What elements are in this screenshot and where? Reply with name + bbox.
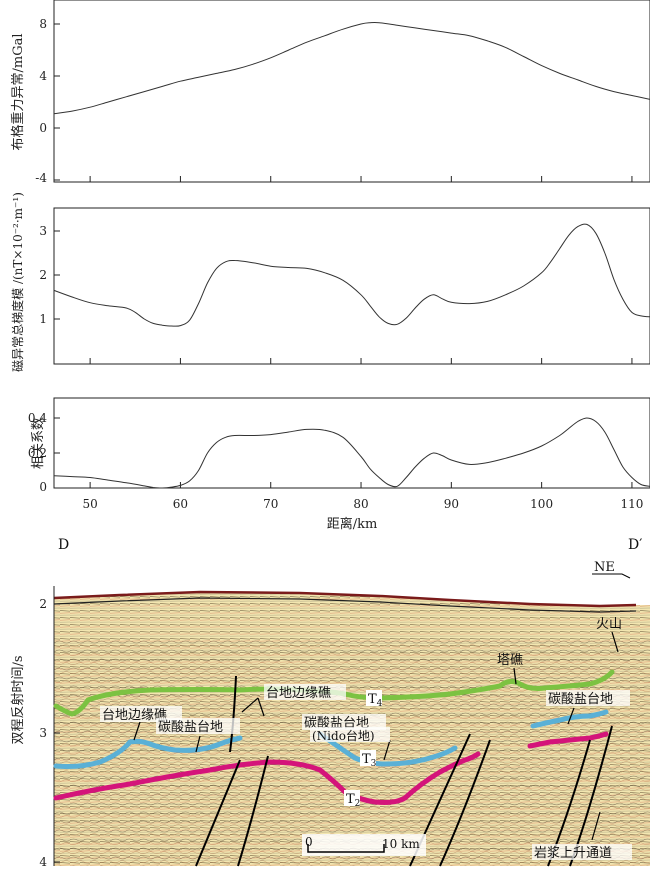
carbonate-mid-bg (302, 714, 386, 730)
gravity-y-ticks: 8 4 0 -4 (35, 17, 60, 185)
carbonate-left-bg (156, 718, 240, 734)
fault-2 (237, 755, 269, 867)
label-t3: T3 (362, 752, 377, 769)
label-t3-main: T (362, 752, 371, 767)
gravity-ytick-label-neg4: -4 (35, 171, 47, 185)
arrow-magma (591, 811, 601, 841)
horizon-t4-magenta-right (527, 731, 609, 749)
scale-bar-end: 10 km (382, 837, 420, 851)
x-tick-label-60: 60 (173, 497, 188, 511)
magnetic-y-ticks: 3 2 1 (39, 224, 60, 326)
ne-indicator-bg (586, 556, 634, 576)
correlation-ytick-label-04: 0.4 (28, 411, 47, 425)
carbonate-right-bg (546, 690, 630, 706)
seismic-seafloor (54, 590, 637, 608)
arrow-reef-mid-1 (241, 697, 259, 713)
magnetic-x-ticks (89, 358, 633, 364)
seismic-ytick-label-2: 2 (39, 597, 47, 611)
fault-7 (229, 675, 237, 753)
magnetic-ytick-label-3: 3 (39, 224, 47, 238)
arrow-nido (383, 739, 391, 761)
label-nido: (Nido台地) (312, 728, 375, 743)
label-t4: T4 (368, 692, 383, 709)
gravity-x-ticks (89, 176, 633, 182)
correlation-ytick-label-02: 0.2 (28, 446, 47, 460)
magnetic-ytick-label-2: 2 (39, 268, 47, 282)
ne-arrow-icon (592, 573, 631, 579)
correlation-frame (53, 397, 650, 489)
arrow-tower-reef (513, 667, 517, 685)
scale-bar-bg (302, 834, 426, 856)
horizon-t3-blue-left (53, 735, 243, 769)
correlation-panel: 0.4 0.2 0 相关系数 (28, 397, 650, 494)
seismic-section: D D′ 2 3 4 双程反射时间/s (10, 537, 650, 869)
scale-bar (307, 844, 385, 853)
gravity-series-line (53, 21, 650, 115)
correlation-y-ticks: 0.4 0.2 0 (28, 411, 60, 494)
gravity-ytick-label-4: 4 (39, 69, 47, 83)
magnetic-series-line (53, 223, 650, 327)
seismic-label-D-prime: D′ (628, 537, 642, 553)
x-tick-label-80: 80 (353, 497, 368, 511)
seismic-ytick-label-4: 4 (39, 855, 47, 869)
gravity-ytick-label-8: 8 (39, 17, 47, 31)
label-carbonate-right: 碳酸盐台地 (548, 692, 613, 707)
gravity-panel: 8 4 0 -4 布格重力异常/mGal (10, 0, 650, 185)
correlation-y-axis-title: 相关系数 (31, 417, 46, 469)
gravity-frame (53, 0, 650, 183)
arrow-carbonate-right (567, 707, 575, 725)
arrow-reef-mid-2 (257, 697, 265, 717)
label-reef-mid: 台地边缘礁 (266, 685, 331, 701)
arrow-carbonate-left (195, 735, 201, 753)
label-carbonate-left: 碳酸盐台地 (158, 720, 223, 735)
arrow-reef-left (133, 721, 141, 741)
x-tick-label-110: 110 (620, 497, 643, 511)
label-tower-reef: 塔礁 (497, 652, 523, 668)
seismic-seafloor-2 (54, 597, 637, 613)
label-t2: T2 (346, 792, 360, 809)
x-tick-labels: 50 60 70 80 90 100 110 (82, 497, 643, 511)
t2-label-bg (344, 790, 360, 806)
label-reef-left: 台地边缘礁 (102, 707, 167, 723)
label-t4-sub: 4 (377, 699, 383, 709)
x-tick-label-70: 70 (263, 497, 278, 511)
x-axis-title: 距离/km (327, 516, 378, 532)
correlation-ytick-label-0: 0 (39, 480, 47, 494)
x-tick-label-90: 90 (444, 497, 459, 511)
scale-bar-start: 0 (305, 835, 313, 849)
seismic-label-D: D (58, 537, 69, 553)
label-t2-sub: 2 (355, 799, 361, 809)
arrow-volcano (611, 631, 619, 653)
label-t4-main: T (368, 692, 377, 707)
gravity-ytick-label-0: 0 (39, 121, 47, 135)
label-volcano: 火山 (596, 617, 622, 632)
t4-label-bg (366, 690, 382, 706)
ne-direction-label: NE (594, 560, 615, 575)
reef-mid-bg (264, 684, 346, 700)
t3-label-bg (360, 750, 376, 766)
horizon-t3-blue-mid (317, 731, 458, 767)
gravity-y-axis-title: 布格重力异常/mGal (10, 33, 26, 150)
x-tick-label-100: 100 (530, 497, 553, 511)
nido-bg (310, 727, 390, 742)
magnetic-ytick-label-1: 1 (39, 312, 47, 326)
magnetic-frame (53, 207, 650, 365)
fault-1 (195, 759, 241, 867)
correlation-series-line (53, 417, 650, 489)
correlation-x-ticks (89, 482, 633, 488)
label-magma-channel: 岩浆上升通道 (534, 846, 612, 861)
horizon-t3-blue-right (530, 709, 609, 729)
x-tick-label-50: 50 (82, 497, 97, 511)
seismic-y-axis-title: 双程反射时间/s (10, 655, 26, 744)
horizon-t4-magenta (53, 751, 481, 805)
magma-bg (532, 844, 632, 860)
horizon-t2-green (53, 669, 615, 717)
magnetic-y-axis-title: 磁异常总梯度模 /(nT×10⁻²·m⁻¹) (10, 192, 25, 372)
magnetic-panel: 3 2 1 磁异常总梯度模 /(nT×10⁻²·m⁻¹) (10, 192, 650, 372)
label-t3-sub: 3 (371, 759, 377, 769)
label-t2-main: T (346, 792, 355, 807)
fault-4 (439, 739, 491, 867)
seismic-ytick-label-3: 3 (39, 726, 47, 740)
